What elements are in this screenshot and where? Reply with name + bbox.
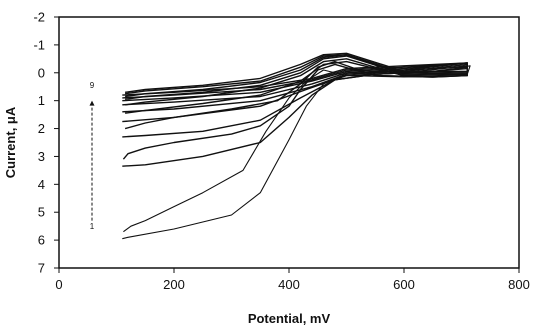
y-tick-label: 4 — [38, 177, 45, 192]
voltammogram-scan-7 — [122, 54, 468, 102]
x-tick-label: 600 — [393, 277, 415, 292]
y-tick-label: 0 — [38, 65, 45, 80]
voltammogram-scan-3 — [122, 60, 468, 138]
plot-series — [122, 52, 471, 240]
voltammogram-scan-5 — [122, 58, 468, 113]
y-tick-label: 7 — [38, 261, 45, 276]
x-tick-label: 0 — [55, 277, 62, 292]
y-tick-label: 2 — [38, 121, 45, 136]
x-tick-label: 200 — [163, 277, 185, 292]
axis-ticks — [54, 16, 520, 273]
annotation-end-label: 9 — [90, 81, 95, 90]
y-tick-label: 6 — [38, 233, 45, 248]
x-tick-label: 400 — [278, 277, 300, 292]
x-tick-label: 800 — [508, 277, 530, 292]
voltammogram-scan-8 — [122, 54, 468, 99]
annotation-start-label: 1 — [90, 222, 95, 231]
y-tick-label: -2 — [33, 10, 45, 25]
annotation-arrow-head — [89, 100, 95, 106]
voltammogram-scan-9 — [122, 52, 468, 96]
x-axis-title: Potential, mV — [248, 311, 331, 326]
y-tick-label: 1 — [38, 93, 45, 108]
annotations: 1 9 — [89, 81, 95, 231]
y-axis-title: Current, μA — [3, 106, 18, 178]
tick-labels: 0 200 400 600 800 -2 -1 0 1 2 3 4 5 6 7 — [33, 10, 529, 293]
plot-area-frame — [58, 16, 520, 269]
y-tick-label: 5 — [38, 205, 45, 220]
y-tick-label: -1 — [33, 37, 45, 52]
y-tick-label: 3 — [38, 149, 45, 164]
voltammogram-scan-2 — [122, 63, 468, 167]
